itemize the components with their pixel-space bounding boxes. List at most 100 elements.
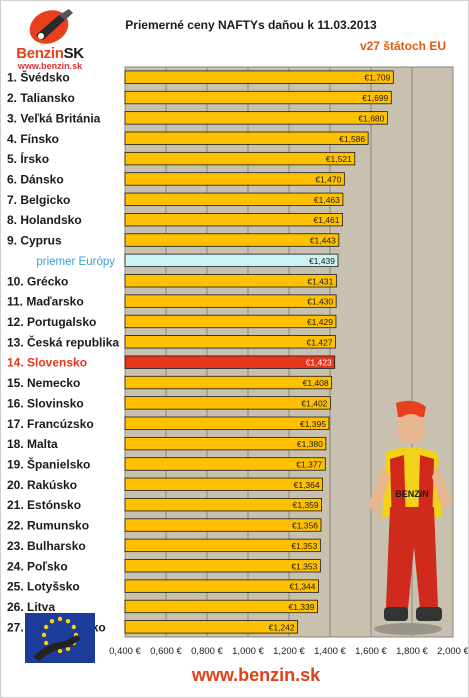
fuel-nozzle-logo-icon: [29, 9, 73, 44]
benzin-sk-logo[interactable]: BenzinSK www.benzin.sk: [3, 5, 95, 71]
data-label: €1,380: [297, 439, 323, 449]
x-tick-label: 1,600 €: [355, 646, 387, 657]
bar: [124, 172, 345, 186]
category-label: 5. Írsko: [7, 151, 49, 166]
data-label: €1,443: [310, 236, 336, 246]
mechanic-mascot-icon: BENZIN: [368, 400, 452, 635]
bar: [124, 314, 337, 329]
data-label: €1,242: [269, 622, 295, 632]
bar: [124, 213, 343, 227]
x-tick-label: 0,400 €: [109, 646, 141, 657]
x-tick-label: 1,400 €: [314, 646, 346, 657]
data-label: €1,344: [290, 582, 316, 592]
bar: [124, 131, 369, 145]
data-label: €1,364: [294, 480, 320, 490]
bar: [124, 396, 331, 410]
category-label: 23. Bulharsko: [7, 539, 86, 553]
bar: [124, 620, 299, 634]
chart-title: Priemerné ceny NAFTYs daňou k 11.03.2013: [125, 18, 377, 32]
category-label: 14. Slovensko: [7, 356, 87, 370]
bar: [124, 233, 340, 247]
bar: [124, 579, 319, 593]
category-label: 20. Rakúsko: [7, 478, 77, 492]
category-label: 2. Taliansko: [7, 91, 75, 105]
value-labels: €1,709 €1,699 €1,680 €1,586 €1,521 €1,470 €1,4…: [269, 73, 391, 633]
bar: [124, 436, 327, 451]
footer-url[interactable]: www.benzin.sk: [191, 665, 321, 685]
flag-star-icon: [65, 646, 71, 652]
category-label: 19. Španielsko: [7, 456, 90, 471]
data-label: €1,423: [306, 358, 332, 368]
chart-subtitle: v27 štátoch EU: [359, 39, 446, 53]
x-tick-labels: 0,400 € 0,600 € 0,800 € 1,000 € 1,200 € 1,400…: [109, 646, 468, 657]
data-label: €1,463: [314, 195, 340, 205]
x-tick-label: 1,800 €: [396, 646, 428, 657]
data-label: €1,521: [326, 154, 352, 164]
data-label: €1,709: [364, 73, 390, 83]
flag-star-icon: [57, 616, 63, 622]
data-label: €1,359: [293, 500, 319, 510]
category-label: 24. Poľsko: [7, 559, 68, 573]
flag-star-icon: [57, 648, 63, 654]
category-label: 8. Holandsko: [7, 213, 82, 227]
category-label: 16. Slovinsko: [7, 396, 84, 410]
category-label: 12. Portugalsko: [7, 315, 96, 329]
category-labels: 1. Švédsko 2. Taliansko 3. Veľká Británia 4…: [7, 70, 119, 635]
logo-name: BenzinSK: [16, 45, 84, 62]
x-tick-label: 2,000 €: [437, 646, 468, 657]
flag-star-icon: [71, 624, 77, 630]
flag-star-icon: [49, 618, 55, 624]
data-label: €1,429: [307, 317, 333, 327]
category-label: 25. Lotyšsko: [7, 580, 80, 594]
category-label: 4. Fínsko: [7, 132, 59, 146]
data-label: €1,353: [291, 541, 317, 551]
category-label: 26. Litva: [7, 600, 55, 614]
bar: [124, 559, 321, 573]
data-label: €1,699: [362, 93, 388, 103]
category-label: 13. Česká republika: [7, 334, 119, 349]
category-label: 9. Cyprus: [7, 234, 62, 248]
data-label: €1,377: [296, 459, 322, 469]
data-label: €1,395: [300, 419, 326, 429]
data-label: €1,470: [315, 174, 341, 184]
category-label: 11. Maďarsko: [7, 295, 84, 309]
data-label: €1,402: [301, 398, 327, 408]
bar: [124, 253, 339, 268]
data-label: €1,427: [307, 337, 333, 347]
bar: [124, 518, 322, 532]
data-label: €1,586: [339, 134, 365, 144]
bar: [124, 457, 326, 471]
bar: [124, 335, 336, 349]
bar: [124, 477, 324, 491]
category-label: 17. Francúzsko: [7, 417, 94, 431]
bar: [124, 538, 321, 553]
category-label: 3. Veľká Británia: [7, 111, 101, 125]
category-label: 7. Belgicko: [7, 193, 70, 207]
flag-star-icon: [43, 640, 49, 646]
bar: [124, 151, 356, 166]
category-label: 1. Švédsko: [7, 70, 70, 85]
svg-text:BENZIN: BENZIN: [395, 489, 429, 499]
bar: [124, 70, 394, 84]
x-tick-label: 0,800 €: [191, 646, 223, 657]
logo-url: www.benzin.sk: [17, 61, 83, 71]
data-label: €1,680: [358, 113, 384, 123]
bars: [124, 70, 394, 634]
x-tick-label: 1,200 €: [273, 646, 305, 657]
flag-star-icon: [41, 632, 47, 638]
bar: [124, 375, 333, 390]
category-label: 22. Rumunsko: [7, 519, 89, 533]
data-label: €1,339: [288, 602, 314, 612]
category-label: 6. Dánsko: [7, 172, 64, 186]
bar: [124, 192, 344, 206]
bar: [124, 90, 392, 105]
x-tick-label: 0,600 €: [150, 646, 182, 657]
data-label: €1,430: [307, 297, 333, 307]
bar: [124, 355, 336, 369]
eu-flag-fuel-nozzle-icon: [25, 613, 95, 663]
data-label: €1,439: [309, 256, 335, 266]
flag-star-icon: [65, 618, 71, 624]
data-label: €1,461: [314, 215, 340, 225]
